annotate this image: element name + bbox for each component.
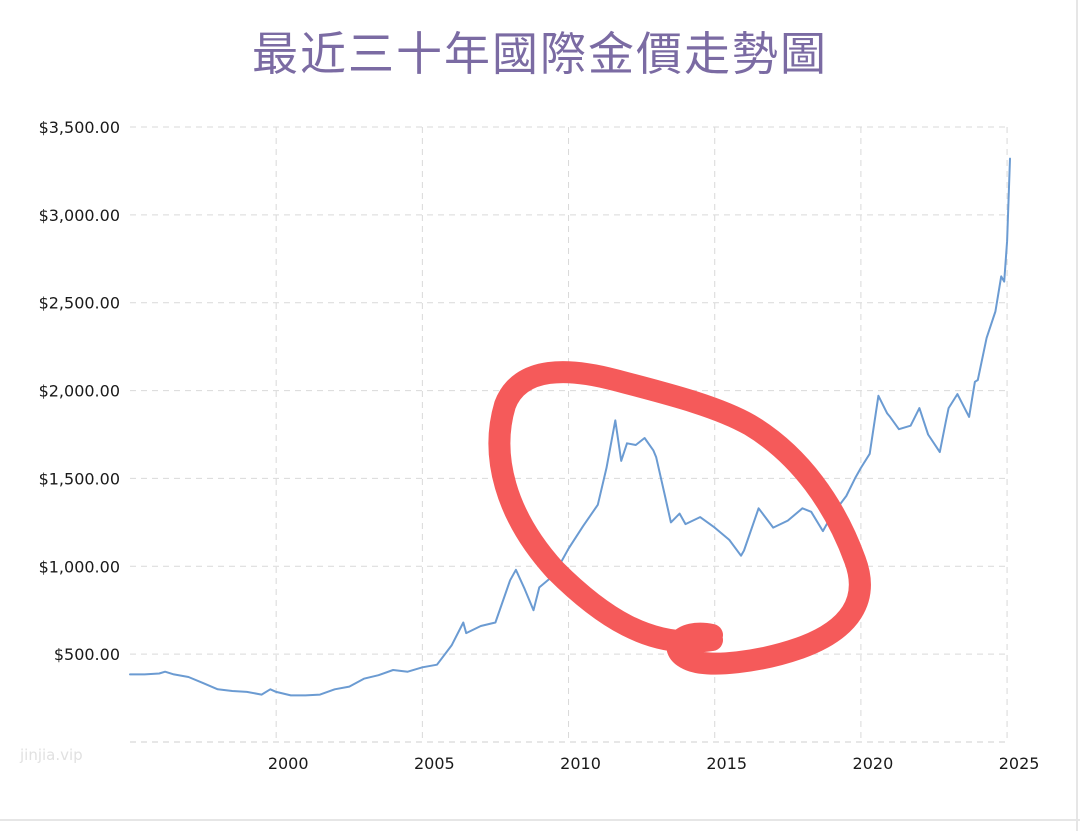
chart-title: 最近三十年國際金價走勢圖 (252, 27, 828, 81)
annotation-layer (488, 361, 871, 675)
y-tick-label: $2,000.00 (39, 382, 120, 401)
y-tick-label: $500.00 (54, 645, 120, 664)
x-tick-label: 2015 (706, 754, 747, 773)
y-tick-label: $2,500.00 (39, 294, 120, 313)
axis-layer: $500.00 $1,000.00 $1,500.00 $2,000.00 $2,500… (39, 118, 1040, 773)
y-tick-label: $3,000.00 (39, 206, 120, 225)
frame-border-bottom (0, 819, 1080, 821)
x-tick-label: 2005 (414, 754, 455, 773)
x-tick-label: 2000 (268, 754, 309, 773)
x-tick-label: 2025 (999, 754, 1040, 773)
grid-layer (130, 126, 1010, 743)
frame-border-right (1076, 0, 1078, 831)
y-tick-label: $1,000.00 (39, 557, 120, 576)
y-tick-label: $3,500.00 (39, 118, 120, 137)
red-circle-annotation (488, 361, 871, 675)
watermark-text: jinjia.vip (20, 746, 83, 764)
gold-price-line (129, 157, 1011, 697)
x-tick-label: 2020 (853, 754, 894, 773)
series-layer (129, 157, 1011, 697)
x-tick-label: 2010 (560, 754, 601, 773)
y-tick-label: $1,500.00 (39, 469, 120, 488)
